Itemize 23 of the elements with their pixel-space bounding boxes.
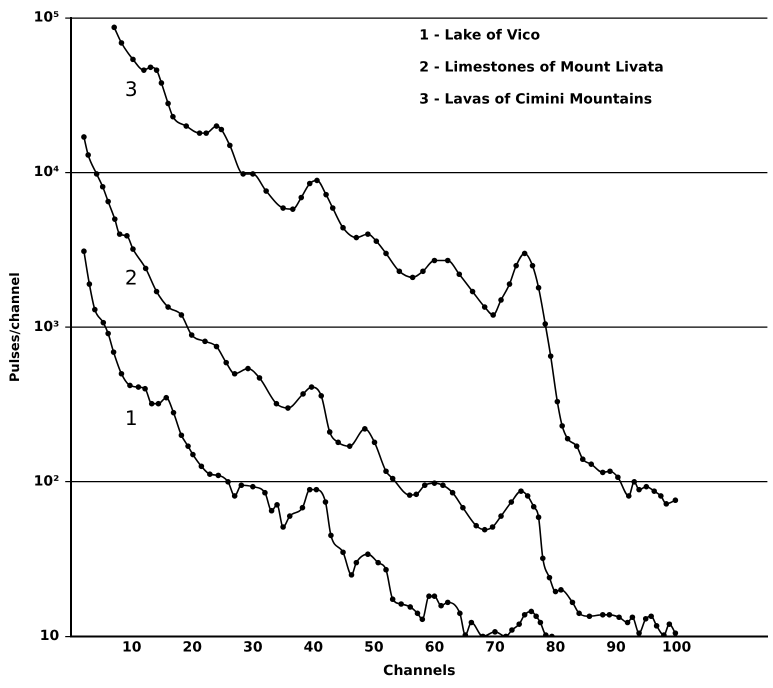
x-axis-title: Channels (383, 663, 456, 680)
y-tick-label: 10⁵ (34, 10, 60, 26)
y-tick-label: 10 (40, 628, 60, 644)
x-tick-label: 20 (182, 639, 202, 656)
y-tick-label: 10⁴ (34, 164, 60, 180)
x-tick-label: 100 (662, 639, 692, 656)
x-tick-label: 90 (606, 639, 626, 656)
annotation: 1 - Lake of Vico (419, 28, 540, 44)
x-tick-label: 60 (424, 639, 444, 656)
y-tick-label: 10³ (34, 318, 60, 335)
x-tick-label: 30 (243, 639, 263, 656)
y-tick-label: 10² (34, 473, 60, 490)
x-tick-label: 70 (485, 639, 505, 656)
x-tick-label: 40 (304, 639, 324, 656)
series-label: 2 (124, 265, 138, 290)
annotation: 2 - Limestones of Mount Livata (419, 60, 664, 76)
x-tick-label: 10 (122, 639, 142, 656)
x-tick-label: 80 (546, 639, 566, 656)
x-tick-label: 50 (364, 639, 384, 656)
y-axis-title: Pulses/channel (8, 272, 24, 382)
series-label: 1 (124, 406, 138, 430)
annotation: 3 - Lavas of Cimini Mountains (419, 92, 652, 108)
series-label: 3 (124, 77, 138, 102)
